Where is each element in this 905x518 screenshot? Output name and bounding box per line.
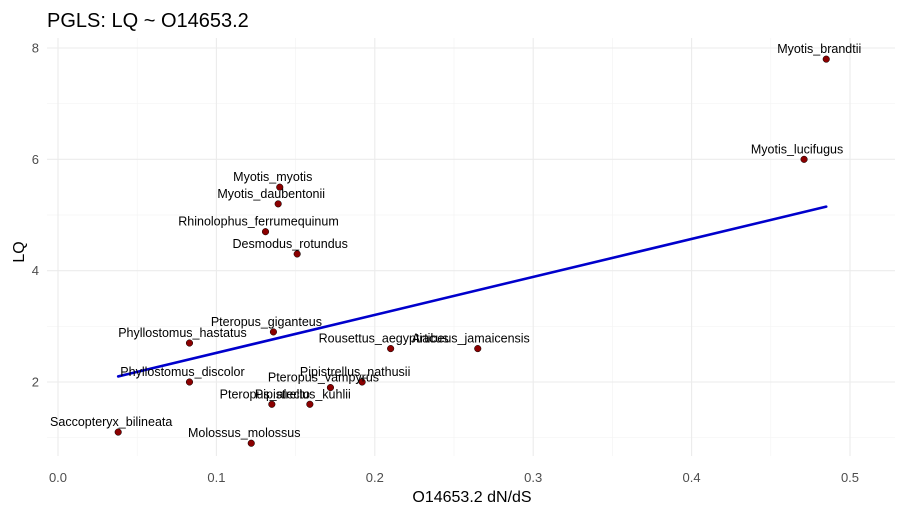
- data-point: [326, 384, 334, 392]
- data-point: [269, 328, 277, 336]
- points-layer: [114, 55, 830, 447]
- point-label: Rhinolophus_ferrumequinum: [178, 215, 339, 229]
- x-tick-label: 0.1: [207, 470, 225, 485]
- point-label: Rousettus_aegyptiacus: [319, 332, 449, 346]
- x-tick-label: 0.2: [366, 470, 384, 485]
- y-tick-label: 2: [32, 375, 39, 390]
- data-point: [114, 428, 122, 436]
- point-labels-layer: Myotis_brandtii Myotis_lucifugus Myotis_my…: [50, 42, 861, 440]
- data-point: [293, 250, 301, 258]
- x-tick-label: 0.3: [524, 470, 542, 485]
- data-point: [261, 228, 270, 236]
- data-point: [274, 200, 282, 208]
- x-tick-label: 0.4: [683, 470, 701, 485]
- data-point: [800, 155, 808, 163]
- point-label: Artibeus_jamaicensis: [412, 332, 530, 346]
- x-axis-ticks: 0.0 0.1 0.2 0.3 0.4 0.5: [49, 470, 859, 485]
- data-point: [276, 183, 284, 191]
- data-point: [247, 439, 255, 447]
- data-point: [474, 345, 482, 353]
- point-label: Saccopteryx_bilineata: [50, 415, 172, 429]
- point-label: Phyllostomus_hastatus: [118, 326, 247, 340]
- y-tick-label: 4: [32, 263, 39, 278]
- point-label: Pipistrellus_nathusii: [300, 365, 410, 379]
- point-label: Phyllostomus_discolor: [120, 365, 244, 379]
- point-label: Myotis_brandtii: [777, 42, 861, 56]
- point-label: Pipistrellus_kuhlii: [255, 387, 351, 401]
- data-point: [358, 378, 366, 386]
- data-point: [268, 400, 276, 408]
- point-label: Desmodus_rotundus: [233, 237, 348, 251]
- chart-title: PGLS: LQ ~ O14653.2: [47, 10, 249, 32]
- regression-line-layer: [116, 205, 828, 378]
- data-point: [185, 378, 194, 386]
- point-label: Pteropus_alecto: [220, 387, 310, 401]
- y-axis-title: LQ: [11, 241, 28, 262]
- point-label: Pteropus_vampyrus: [268, 371, 379, 385]
- x-axis-title: O14653.2 dN/dS: [412, 489, 531, 506]
- data-point: [387, 345, 395, 353]
- data-point: [822, 55, 830, 63]
- data-point: [185, 339, 194, 347]
- grid: [47, 38, 895, 456]
- x-tick-label: 0.5: [841, 470, 859, 485]
- point-label: Myotis_lucifugus: [751, 142, 843, 156]
- data-point: [306, 400, 314, 408]
- regression-line: [116, 205, 828, 378]
- y-axis-ticks: 2 4 6 8: [32, 40, 39, 389]
- point-label: Myotis_myotis: [233, 170, 312, 184]
- point-label: Myotis_daubentonii: [217, 187, 325, 201]
- point-label: Molossus_molossus: [188, 426, 301, 440]
- point-label: Pteropus_giganteus: [211, 315, 322, 329]
- y-tick-label: 6: [32, 152, 39, 167]
- y-tick-label: 8: [32, 40, 39, 55]
- x-tick-label: 0.0: [49, 470, 67, 485]
